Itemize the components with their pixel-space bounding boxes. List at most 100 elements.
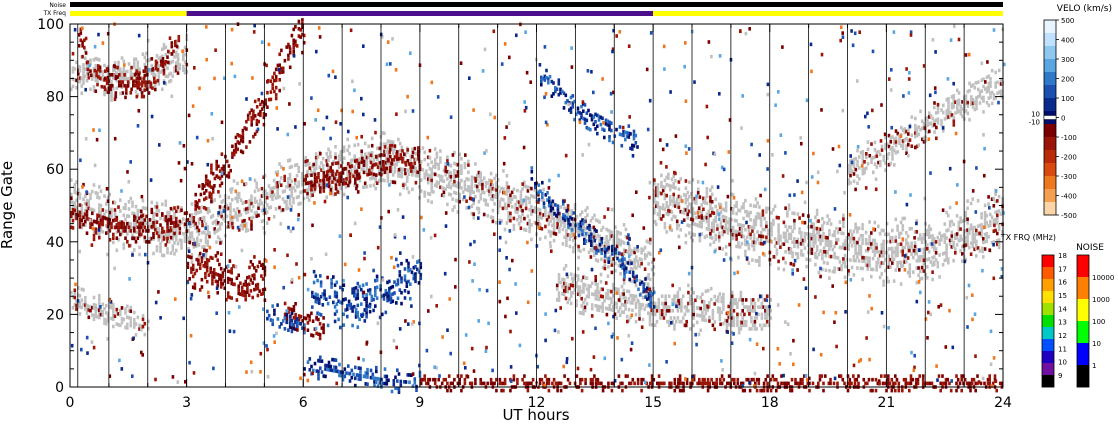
x-tick-label: 18 [761,395,779,411]
velocity-colorbar-swatch [1044,46,1056,60]
x-tick-label: 21 [877,395,895,411]
velocity-colorbar-tick: 200 [1061,76,1074,84]
scatter-band-ground-5 [70,286,150,337]
tx-freq-colorbar-swatch [1042,303,1054,316]
y-tick-label: 100 [37,17,64,33]
velocity-colorbar-swatch [1044,20,1056,34]
x-tick-label: 24 [994,395,1012,411]
y-tick-label: 40 [46,235,64,251]
tx-freq-colorbar-swatch [1042,291,1054,304]
scatter-band-negative-11 [70,196,189,244]
tx-freq-colorbar-swatch [1042,255,1054,268]
y-tick-label: 0 [55,380,64,396]
tx-freq-colorbar-tick: 14 [1058,305,1067,313]
velocity-colorbar-tick: -500 [1061,212,1077,220]
tx-freq-colorbar: 18 17 16 15 14 13 12 11 10 9 [1041,252,1067,388]
y-tick-label: 20 [46,307,64,323]
tx-freq-strip-label: TX Freq [42,10,66,17]
noise-colorbar-tick: 1 [1092,362,1096,370]
x-tick-label: 9 [415,395,424,411]
noise-colorbar-swatch [1077,343,1089,366]
scatter-band-negative-8 [77,27,181,99]
tx-freq-colorbar-tick: 15 [1058,292,1067,300]
noise-colorbar-swatch [1077,321,1089,344]
tx-freq-colorbar-title: TX FRQ (MHz) [1000,233,1056,242]
scatter-layer [70,18,1006,394]
noise-colorbar-swatch [1077,255,1089,278]
tx-freq-colorbar-swatch [1042,351,1054,364]
scatter-band-positive-12 [311,257,423,330]
velocity-colorbar-swatch [1044,124,1056,138]
velocity-colorbar-swatch [1044,189,1056,203]
x-tick-label: 3 [182,395,191,411]
x-tick-label: 6 [299,395,308,411]
noise-colorbar-tick: 100 [1092,318,1105,326]
noise-colorbar-title: NOISE [1076,243,1104,253]
velocity-colorbar-title: VELO (km/s) [1057,4,1112,14]
tx-freq-segment-2 [653,11,1003,16]
tx-freq-colorbar-swatch [1042,363,1054,376]
tx-freq-colorbar-tick: 9 [1058,372,1062,380]
velocity-colorbar-side-label: 10 [1031,111,1040,119]
velocity-colorbar-swatch [1044,59,1056,73]
noise-colorbar-tick: 1000 [1092,296,1110,304]
tx-freq-colorbar-tick: 17 [1058,265,1067,273]
velocity-colorbar-swatch [1044,137,1056,151]
y-tick-label: 80 [46,90,64,106]
y-axis: 0 20 40 60 80 100 [37,17,1003,396]
velocity-colorbar-tick: 100 [1061,95,1074,103]
scatter-band-positive-16 [266,304,306,335]
noise-colorbar-swatch [1077,299,1089,322]
velocity-colorbar-swatch [1044,98,1056,112]
status-strips [70,2,1003,16]
velocity-colorbar-tick: -300 [1061,173,1077,181]
x-tick-label: 0 [66,395,75,411]
x-tick-label: 15 [644,395,662,411]
velocity-colorbar-tick: -400 [1061,193,1077,201]
velocity-colorbar-tick: 400 [1061,37,1074,45]
tx-freq-colorbar-swatch [1042,375,1054,388]
tx-freq-segment-0 [70,11,187,16]
x-tick-label: 12 [528,395,546,411]
tx-freq-colorbar-swatch [1042,267,1054,280]
noise-colorbar-swatch [1077,365,1089,388]
velocity-colorbar-side-label: -10 [1029,119,1040,127]
velocity-colorbar-swatch [1044,33,1056,47]
velocity-colorbar-swatch [1044,150,1056,164]
velocity-colorbar-swatch [1044,85,1056,99]
velocity-colorbar-swatch [1044,176,1056,190]
tx-freq-colorbar-tick: 18 [1058,252,1067,260]
velocity-colorbar-tick: -200 [1061,154,1077,162]
tx-freq-colorbar-swatch [1042,279,1054,292]
noise-strip [70,2,1003,7]
scatter-band-negative-9 [303,143,422,196]
noise-colorbar-tick: 10000 [1092,274,1114,282]
scatter-band-negative-6 [186,240,267,302]
velocity-colorbar-tick: 500 [1061,17,1074,25]
velocity-colorbar-swatch [1044,72,1056,86]
plot-area: 0 3 6 9 12 15 18 21 24 0 20 40 60 80 100 [37,17,1012,411]
tx-freq-colorbar-swatch [1042,315,1054,328]
velocity-colorbar: 500 400 300 200 100 0 -100 -200 -300 -400 -500 10-1… [1029,17,1077,220]
velocity-colorbar-tick: -100 [1061,134,1077,142]
tx-freq-segment-1 [186,11,654,16]
velocity-colorbar-swatch [1044,202,1056,216]
tx-freq-colorbar-swatch [1042,327,1054,340]
noise-colorbar-swatch [1077,277,1089,300]
y-tick-label: 60 [46,162,64,178]
noise-colorbar-tick: 10 [1092,340,1101,348]
noise-strip-label: Noise [49,2,66,9]
tx-freq-colorbar-tick: 12 [1058,332,1067,340]
velocity-colorbar-swatch [1044,163,1056,177]
tx-freq-colorbar-tick: 13 [1058,319,1067,327]
y-axis-label: Range Gate [0,161,16,249]
x-axis: 0 3 6 9 12 15 18 21 24 [66,24,1012,411]
velocity-colorbar-tick: 0 [1061,115,1065,123]
noise-colorbar: 10000 1000 100 10 1 [1076,254,1114,388]
scatter-band-positive-13 [530,166,656,309]
scatter-speckle [70,22,1006,389]
scatter-band-positive-14 [540,68,639,151]
tx-freq-colorbar-tick: 11 [1058,345,1067,353]
scatter-band-ground-1 [653,171,1004,287]
